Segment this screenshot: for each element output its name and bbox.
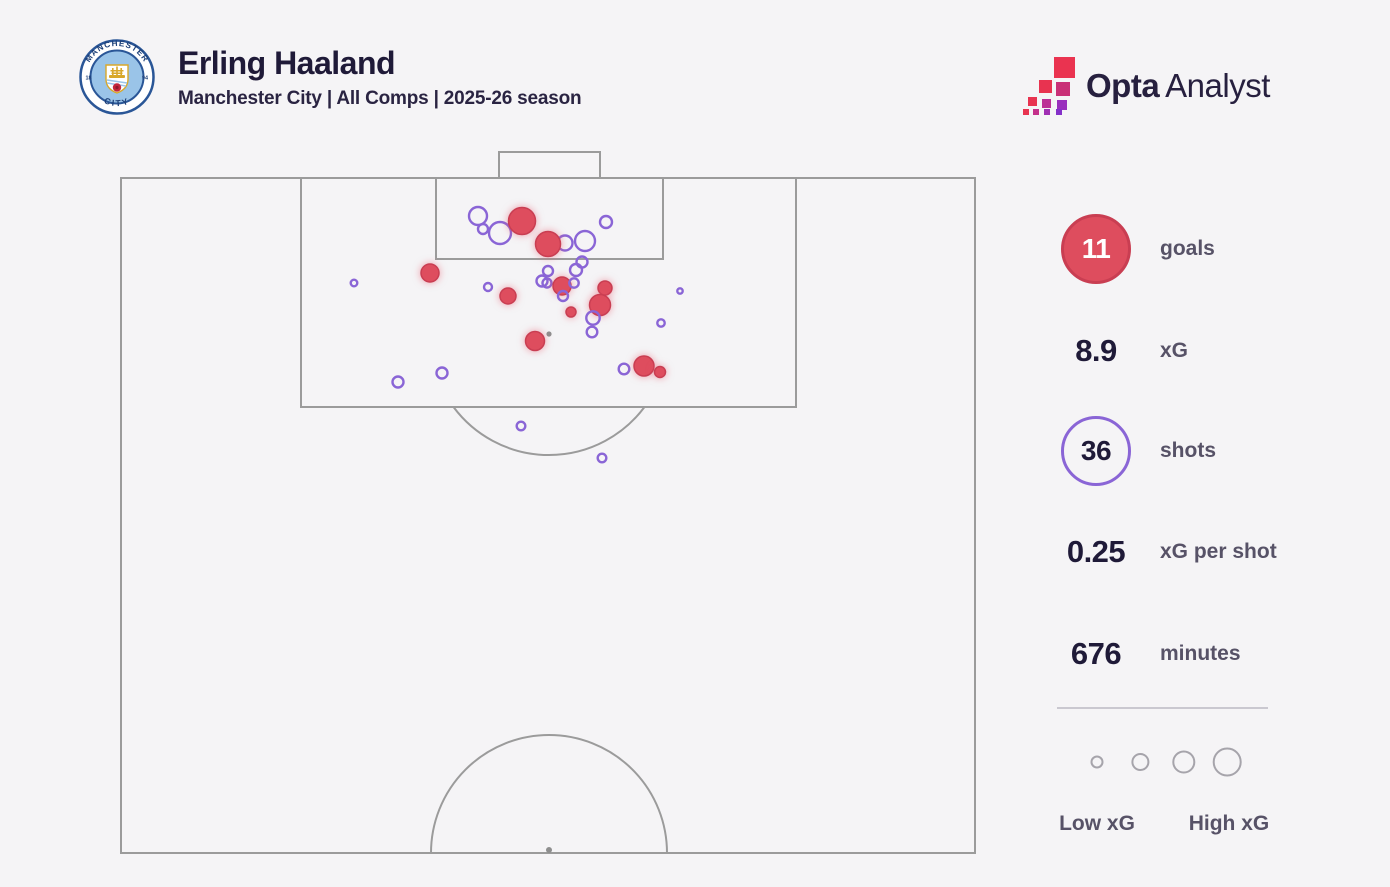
goals-circle-marker: 11 [1061,214,1131,284]
stat-label: xG [1160,339,1189,362]
shot-marker [541,277,553,289]
shot-marker [596,452,608,464]
legend-size-ring [1090,755,1104,769]
goal-marker [507,206,537,236]
svg-text:18: 18 [86,76,92,82]
header-title-block: Erling Haaland Manchester City | All Com… [178,45,582,110]
goal-marker [420,263,440,283]
stat-goals: 11 goals [1040,214,1370,284]
goal-marker [597,280,613,296]
stat-minutes: 676 minutes [1040,619,1370,689]
penalty-area [300,177,797,408]
opta-analyst-wordmark: Opta Analyst [1086,67,1270,104]
shot-marker [617,362,631,376]
red-rose-icon [112,83,122,92]
stat-label: xG per shot [1160,540,1277,563]
centre-spot [546,847,552,853]
shot-marker [541,264,555,278]
shots-circle-marker: 36 [1061,416,1131,486]
stat-value: 676 [1070,636,1122,671]
goal-marker [534,230,562,258]
goal-marker [499,287,517,305]
xg-size-legend [1090,747,1242,777]
stat-value: 8.9 [1075,333,1117,368]
stat-shots: 36 shots [1040,416,1370,486]
centre-circle [430,734,668,854]
goal-marker [653,365,667,379]
shot-marker [556,289,570,303]
six-yard-box [435,177,664,260]
shot-marker [535,274,549,288]
shot-marker [676,287,684,295]
page-subtitle: Manchester City | All Comps | 2025-26 se… [178,88,582,110]
shot-marker [515,420,527,432]
shot-marker [656,318,666,328]
page-title: Erling Haaland [178,45,396,81]
stat-label: shots [1160,439,1217,462]
legend-size-ring [1172,750,1196,774]
stat-value: 0.25 [1066,534,1126,569]
shot-marker [391,375,405,389]
svg-text:94: 94 [142,76,148,82]
goal-marker [565,306,577,318]
svg-text:CITY: CITY [103,95,131,108]
shot-marker [585,310,601,326]
stat-xg: 8.9 xG [1040,316,1370,386]
shot-marker [482,281,494,293]
penalty-spot [546,331,552,337]
goal-marker [633,355,655,377]
shot-marker [568,262,584,278]
penalty-arc [452,406,646,456]
shot-marker [568,277,580,289]
shot-marker [487,220,513,246]
goal-frame [498,151,601,179]
legend-size-ring [1212,747,1242,777]
legend-divider [1057,707,1268,709]
legend-size-ring [1131,753,1150,771]
manchester-city-crest: MANCHESTER CITY 18 94 [79,39,155,115]
stat-label: goals [1160,237,1215,260]
stat-label: minutes [1160,642,1241,665]
opta-stairs-icon [1023,57,1075,115]
shot-marker [435,366,449,380]
shot-marker [585,325,599,339]
shot-marker [467,205,489,227]
shots-layer [349,205,684,464]
shot-marker [349,278,359,288]
stat-xg-per-shot: 0.25 xG per shot [1040,517,1370,587]
goal-marker [524,330,546,352]
opta-analyst-logo: Opta Analyst [1023,57,1270,115]
legend-low-xg-label: Low xG [1059,812,1135,835]
pitch-shot-map [120,151,976,854]
shot-marker [573,229,597,253]
shot-marker [598,214,614,230]
legend-high-xg-label: High xG [1188,812,1270,835]
shot-marker [476,222,490,236]
ship-icon [109,66,125,78]
